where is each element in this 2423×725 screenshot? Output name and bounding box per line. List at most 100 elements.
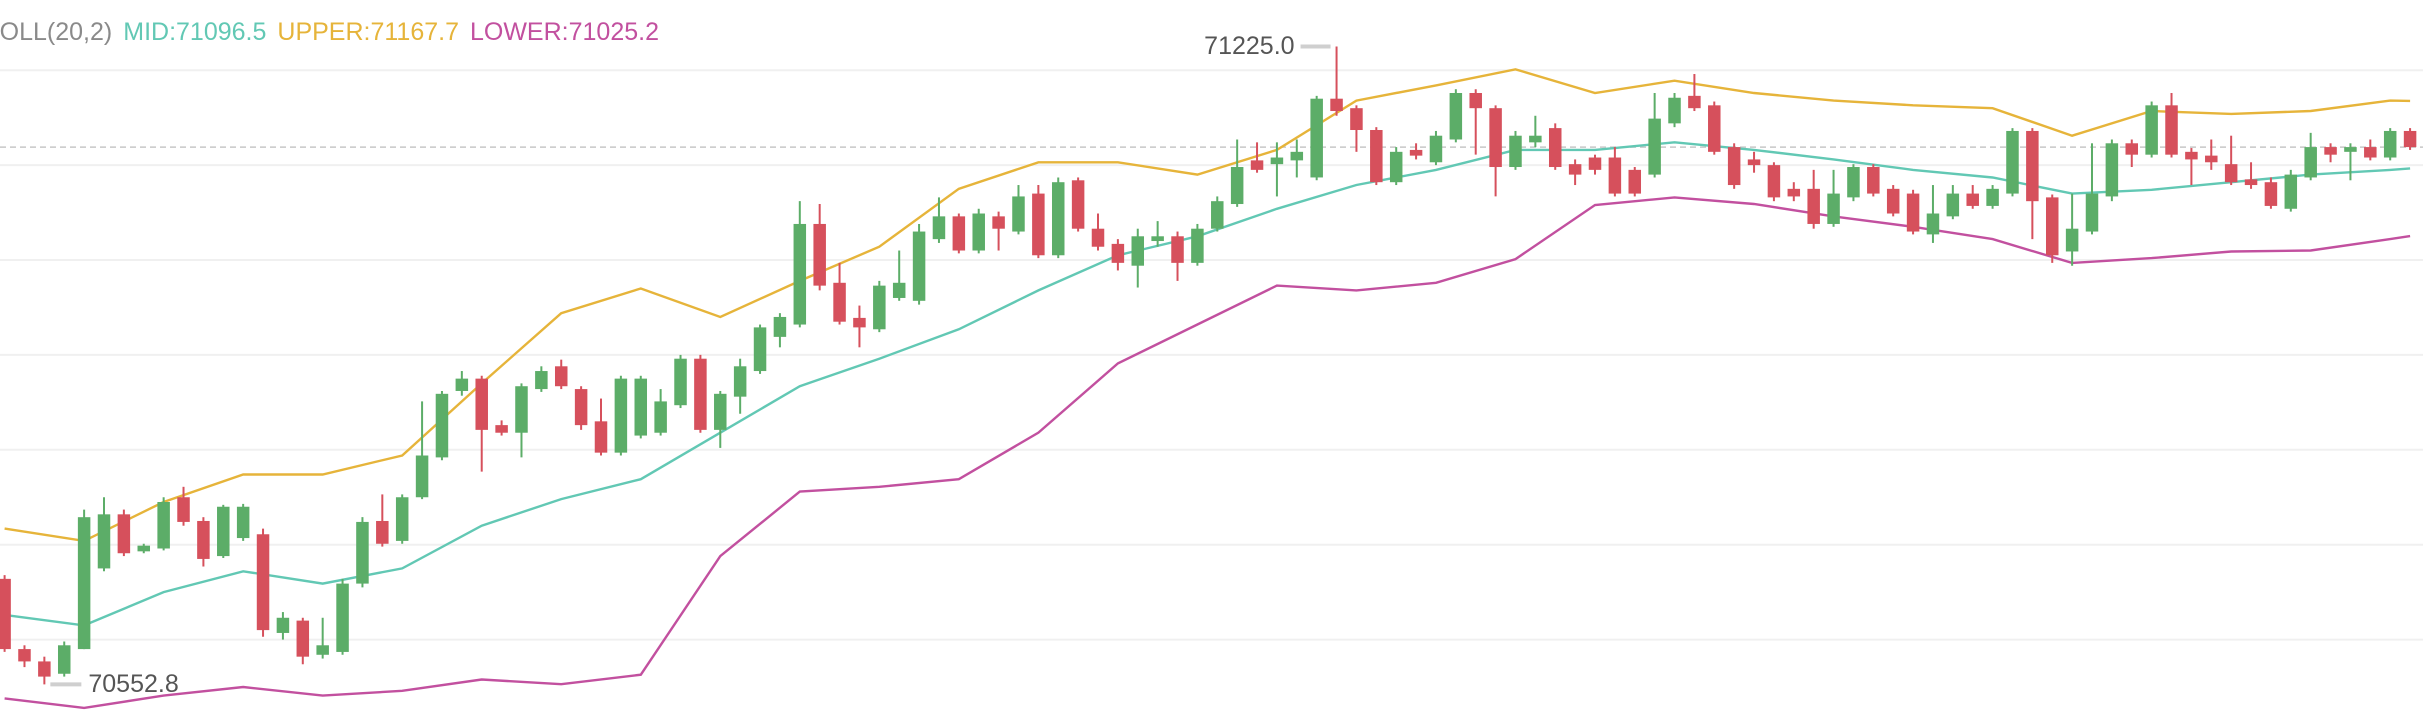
candle-body [2304, 147, 2317, 178]
candle-body [1191, 228, 1204, 263]
candle-body [177, 497, 190, 522]
candle-body [1211, 201, 1224, 229]
candle-body [77, 517, 91, 650]
max-label: 71225.0 [1204, 32, 1294, 60]
candle-body [1350, 108, 1363, 131]
candle-body [992, 216, 1005, 229]
candle-body [1469, 92, 1482, 109]
candle-body [892, 282, 906, 298]
candle-body [336, 583, 349, 652]
candle-body [1648, 118, 1661, 175]
candle-body [833, 282, 846, 322]
candle-body [2224, 164, 2238, 183]
candle-body [455, 378, 469, 391]
legend-entry: MID:71096.5 [123, 18, 266, 46]
candle-body [1628, 169, 1642, 194]
candle-body [1509, 135, 1522, 168]
candle-body [714, 393, 727, 430]
candle-body [1012, 196, 1025, 232]
candle-body [952, 216, 966, 251]
indicator-label: BOLL(20,2) [0, 18, 112, 46]
candle-body [1449, 92, 1463, 140]
candle-body [1270, 157, 1284, 165]
candle-body [1767, 165, 1781, 198]
candle-body [515, 386, 528, 433]
candle-body [813, 223, 826, 286]
legend: BOLL(20,2) MID:71096.5 UPPER:71167.7 LOWER:… [0, 18, 659, 46]
candle-body [1708, 105, 1721, 152]
candle-body [873, 285, 886, 330]
candle-body [733, 366, 747, 397]
candle-body [2403, 130, 2417, 148]
candle-body [296, 620, 310, 657]
candle-body [0, 578, 11, 650]
candle-body [1668, 97, 1681, 124]
candle-body [1608, 157, 1622, 194]
candle-body [1250, 160, 1264, 170]
candle-body [535, 371, 548, 390]
candle-body [1986, 188, 1999, 206]
candle-body [2205, 155, 2218, 163]
candle-body [793, 223, 807, 325]
candle-body [495, 425, 508, 433]
candle-body [2085, 193, 2099, 232]
candle-body [2244, 179, 2258, 186]
candle-body [1230, 167, 1244, 205]
candle-body [1131, 236, 1145, 266]
candle-body [853, 317, 866, 328]
candle-body [1867, 167, 1880, 194]
candle-body [1409, 149, 1423, 156]
candle-body [2026, 130, 2039, 202]
candle-body [1529, 135, 1542, 143]
candle-body [694, 358, 707, 430]
candle-body [415, 455, 429, 498]
candle-body [2383, 130, 2397, 158]
candle-body [2185, 151, 2198, 160]
candle-body [2324, 147, 2337, 155]
candle-body [634, 378, 648, 436]
candle-body [2264, 182, 2278, 206]
candle-body [1946, 193, 1960, 217]
candle-body [1807, 188, 1820, 224]
candle-body [972, 213, 985, 251]
candle-body [2006, 130, 2019, 194]
candle-body [57, 645, 71, 674]
candle-body [38, 661, 51, 677]
candle-body [117, 514, 131, 554]
candle-body [2145, 105, 2158, 155]
candle-body [932, 216, 946, 240]
candle-body [1966, 193, 1979, 206]
min-label: 70552.8 [88, 670, 178, 698]
candle-body [1906, 193, 1920, 232]
candle-body [137, 545, 151, 552]
candle-body [1787, 188, 1801, 197]
candle-body [157, 501, 170, 549]
candle-body [1886, 188, 1900, 214]
candle-body [1747, 159, 1761, 166]
candle-body [1111, 243, 1125, 263]
candle-body [574, 389, 588, 426]
candle-body [1071, 180, 1085, 229]
candle-body [1926, 213, 1940, 235]
candle-body [2364, 147, 2377, 158]
annotations: 71225.0 70552.8 [50, 32, 1331, 698]
candle-body [1370, 130, 1383, 183]
grid [0, 69, 2423, 641]
candle-body [753, 327, 767, 372]
candle-body [197, 520, 210, 559]
candle-body [1091, 228, 1105, 247]
candle-body [1171, 236, 1184, 263]
candle-body [1489, 108, 1502, 168]
candle-body [18, 649, 31, 662]
candle-body [395, 497, 409, 541]
candle-body [475, 378, 488, 430]
candle-body [1051, 182, 1065, 256]
candle-body [316, 645, 329, 655]
candle-body [256, 534, 270, 631]
candle-body [674, 358, 687, 406]
candle-body [376, 520, 389, 544]
candle-body [2125, 143, 2139, 155]
candle-body [97, 514, 111, 569]
candle-body [1032, 193, 1045, 256]
